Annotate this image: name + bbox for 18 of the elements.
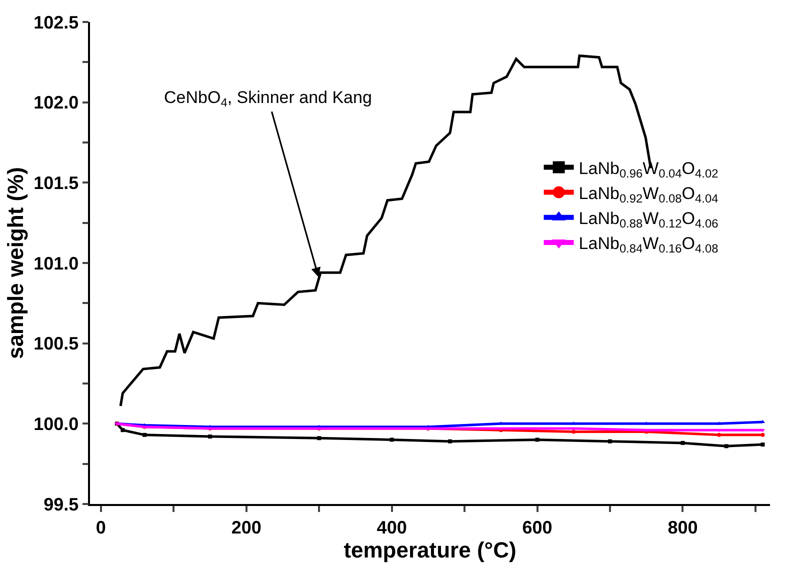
legend-label: LaNb$_{0.84}$W$_{0.16}$O$_{4.08}$	[578, 234, 719, 256]
x-tick-label: 200	[231, 517, 262, 538]
legend-label: LaNb$_{0.92}$W$_{0.08}$O$_{4.04}$	[578, 184, 719, 206]
x-tick-label: 600	[522, 517, 552, 538]
y-tick-label: 99.5	[44, 494, 79, 514]
x-axis-title: temperature (°C)	[344, 537, 516, 562]
y-tick-label: 101.0	[34, 253, 79, 274]
y-tick-label: 100.0	[34, 414, 79, 434]
y-axis-title: sample weight (%)	[2, 167, 28, 359]
annotation: CeNbO$_{4}$, Skinner and Kang	[164, 88, 372, 110]
x-tick-label: 400	[376, 517, 407, 538]
x-tick-label: 800	[668, 517, 698, 538]
y-tick-label: 100.5	[34, 334, 79, 354]
y-tick-label: 101.5	[34, 172, 79, 193]
y-tick-label: 102.5	[34, 12, 79, 32]
legend-label: LaNb$_{0.88}$W$_{0.12}$O$_{4.06}$	[578, 209, 719, 231]
x-tick-label: 0	[96, 517, 106, 538]
y-tick-label: 102.0	[34, 92, 79, 113]
